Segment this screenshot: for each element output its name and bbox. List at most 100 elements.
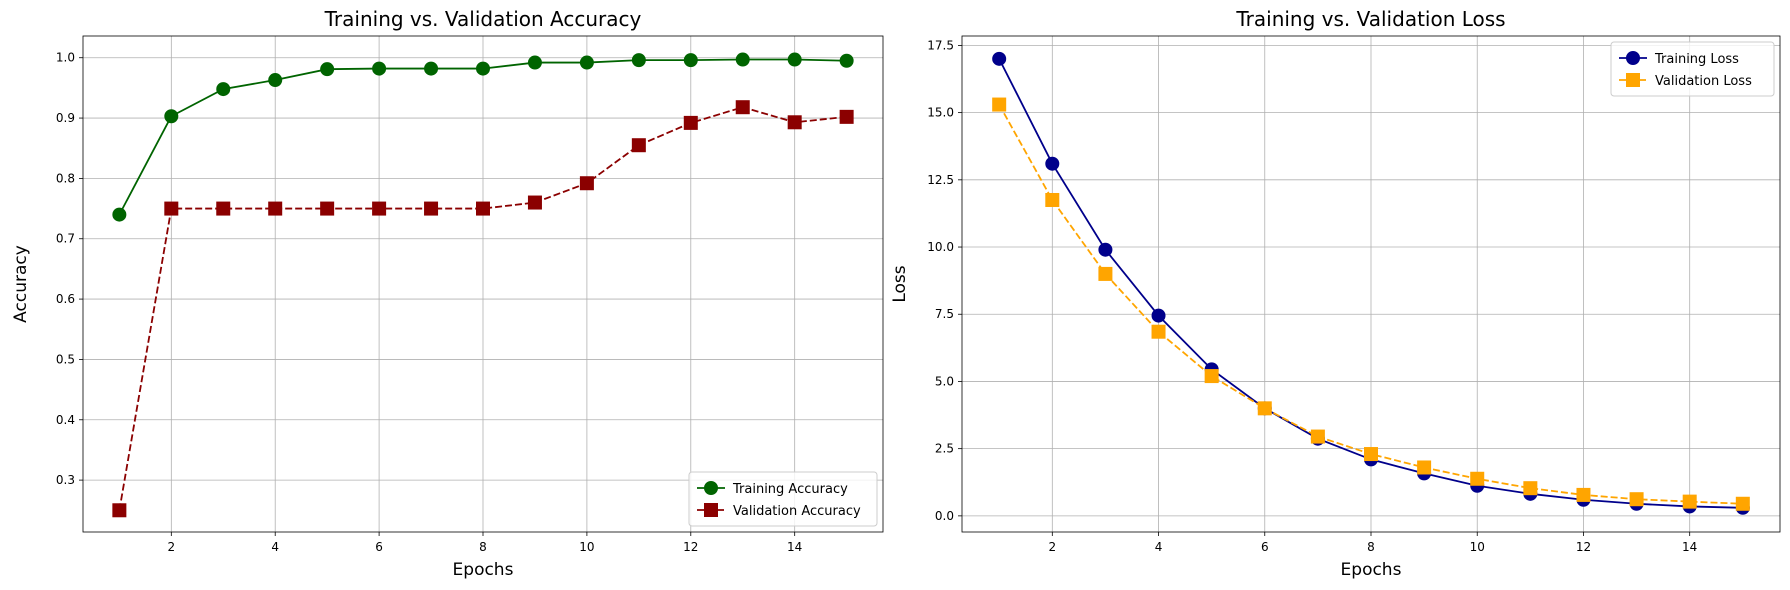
legend-label: Validation Loss <box>1655 74 1752 89</box>
data-point <box>1045 192 1060 207</box>
data-point <box>424 61 439 76</box>
data-point <box>1682 494 1697 509</box>
y-axis-label: Accuracy <box>11 245 31 323</box>
y-tick-label: 15.0 <box>927 106 954 120</box>
y-tick-label: 17.5 <box>927 38 954 52</box>
x-tick-label: 10 <box>579 540 594 554</box>
data-point <box>1523 481 1538 496</box>
data-point <box>372 201 387 216</box>
data-point <box>320 62 335 77</box>
y-tick-label: 10.0 <box>927 240 954 254</box>
data-point <box>1151 308 1166 323</box>
x-tick-label: 14 <box>787 540 802 554</box>
legend-marker <box>1626 51 1640 65</box>
plot-frame <box>961 35 1781 533</box>
data-point <box>527 195 542 210</box>
data-point <box>1735 496 1750 511</box>
y-tick-label: 5.0 <box>935 374 954 388</box>
x-tick-label: 6 <box>375 540 383 554</box>
chart-title: Training vs. Validation Loss <box>1235 7 1505 31</box>
data-point <box>268 201 283 216</box>
chart-panel-loss: 2 4 6 8 10 12 14 0.0 2.5 5.0 7.5 10.0 12.5 15.0 17.5 Tr… <box>890 7 1781 580</box>
data-point <box>839 53 854 68</box>
x-axis-label: Epochs <box>453 560 514 580</box>
legend-marker <box>704 503 718 517</box>
data-point <box>164 201 179 216</box>
y-tick-label: 0.5 <box>56 352 75 366</box>
y-tick-label: 0.6 <box>56 292 75 306</box>
data-point <box>579 55 594 70</box>
chart-panel-accuracy: 2 4 6 8 10 12 14 0.3 0.4 0.5 0.6 0.7 0.8 0.9 1.0 Traini… <box>11 7 884 580</box>
data-point <box>1364 447 1378 462</box>
x-tick-label: 12 <box>683 540 698 554</box>
y-tick-label: 2.5 <box>935 442 954 456</box>
legend-box <box>688 471 878 527</box>
data-point <box>527 55 542 70</box>
data-point <box>1257 401 1272 416</box>
data-point <box>424 201 439 216</box>
gridlines <box>83 36 883 532</box>
data-point <box>631 138 646 153</box>
legend-label: Training Loss <box>1654 52 1739 67</box>
data-point <box>1045 156 1060 171</box>
x-axis-label: Epochs <box>1341 560 1402 580</box>
data-point <box>1576 487 1591 502</box>
legend-marker <box>704 481 718 495</box>
x-tick-label: 8 <box>1367 540 1375 554</box>
x-tick-label: 10 <box>1470 540 1485 554</box>
x-tick-label: 2 <box>167 540 175 554</box>
data-point <box>992 97 1007 112</box>
data-point <box>992 51 1007 66</box>
data-point <box>216 201 231 216</box>
data-point <box>216 82 231 97</box>
legend-label: Training Accuracy <box>732 482 848 497</box>
data-point <box>268 73 283 88</box>
data-point <box>1098 242 1113 257</box>
x-tick-label: 4 <box>1155 540 1163 554</box>
legend-label: Validation Accuracy <box>733 504 861 519</box>
y-tick-label: 0.4 <box>56 413 75 427</box>
legend-box <box>1610 41 1775 97</box>
data-point <box>1629 492 1644 507</box>
data-point <box>1310 429 1325 444</box>
y-tick-label: 7.5 <box>935 307 954 321</box>
data-point <box>579 176 594 191</box>
x-tick-label: 6 <box>1261 540 1269 554</box>
y-tick-label: 0.3 <box>56 473 75 487</box>
data-point <box>320 201 335 216</box>
legend: Training Accuracy Validation Accuracy <box>688 471 878 527</box>
series-validation-loss <box>992 97 1750 511</box>
data-point <box>839 109 854 124</box>
data-point <box>476 201 490 216</box>
x-tick-label: 2 <box>1048 540 1056 554</box>
legend-marker <box>1626 73 1640 87</box>
data-point <box>787 115 802 130</box>
data-point <box>372 61 387 76</box>
y-tick-label: 0.9 <box>56 111 75 125</box>
data-point <box>164 109 179 124</box>
y-tick-label: 0.8 <box>56 171 75 185</box>
data-point <box>683 53 698 68</box>
series-validation-accuracy <box>112 100 854 518</box>
x-tick-label: 8 <box>479 540 487 554</box>
data-point <box>787 52 802 67</box>
x-tick-label: 4 <box>271 540 279 554</box>
y-axis-label: Loss <box>890 265 910 302</box>
data-point <box>1204 369 1219 384</box>
legend: Training Loss Validation Loss <box>1610 41 1775 97</box>
gridlines <box>962 36 1780 532</box>
series-training-accuracy <box>112 52 854 222</box>
data-point <box>476 61 490 76</box>
y-tick-label: 1.0 <box>56 51 75 65</box>
data-point <box>1098 266 1113 281</box>
y-tick-label: 0.0 <box>935 509 954 523</box>
data-point <box>1417 460 1432 475</box>
x-tick-label: 14 <box>1682 540 1697 554</box>
data-point <box>683 115 698 130</box>
data-point <box>112 207 127 222</box>
data-point <box>735 100 750 115</box>
data-point <box>112 503 127 518</box>
data-point <box>735 52 750 67</box>
series-line <box>118 106 847 511</box>
